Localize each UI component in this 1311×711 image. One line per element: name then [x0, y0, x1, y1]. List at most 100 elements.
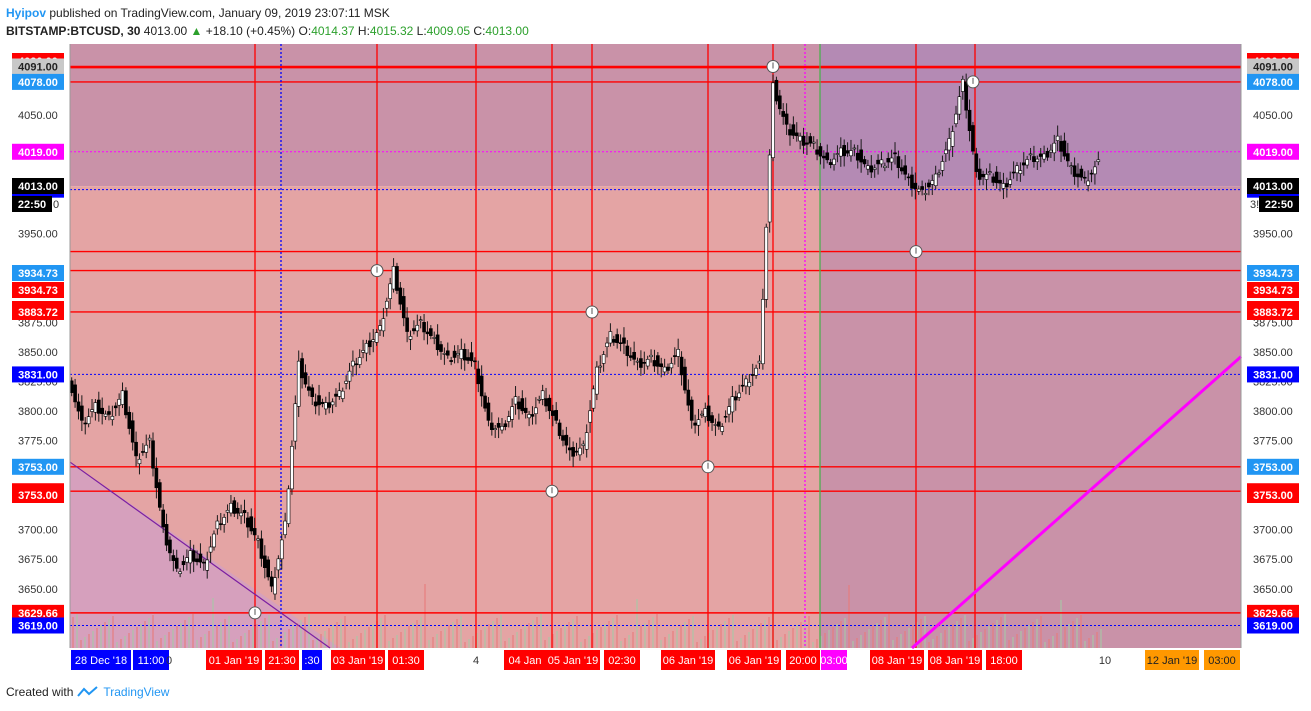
volume-bar — [724, 621, 726, 648]
volume-bar — [800, 622, 802, 648]
right-price-tag: 3753.00 — [1247, 487, 1299, 503]
volume-bar — [540, 614, 542, 648]
candle-body — [286, 488, 291, 524]
volume-bar — [636, 599, 638, 648]
candle-body — [649, 354, 653, 358]
high-label: H: — [357, 24, 370, 38]
close-value: 4013.00 — [485, 24, 529, 38]
volume-bar — [272, 641, 274, 648]
candle-body — [561, 435, 565, 441]
candle-body — [686, 389, 691, 406]
time-axis-label: 18:00 — [990, 655, 1018, 667]
right-price-tag: 4091.00 — [1247, 58, 1299, 75]
right-axis-tick: 3775.00 — [1253, 436, 1293, 448]
candle-body — [964, 81, 968, 111]
volume-bar — [744, 635, 746, 648]
volume-bar — [124, 636, 126, 648]
symbol-label: BITSTAMP:BTCUSD, 30 — [6, 24, 141, 38]
volume-bar — [440, 631, 442, 648]
right-stub-label: 3! — [1250, 199, 1259, 211]
right-price-tag: 3934.73 — [1247, 282, 1299, 298]
candle-body — [927, 182, 931, 188]
volume-bar — [664, 637, 666, 648]
right-axis-tick: 3675.00 — [1253, 554, 1293, 566]
volume-bar — [536, 617, 538, 648]
volume-bar — [728, 618, 730, 648]
candle-body — [202, 561, 206, 564]
volume-bar — [1092, 635, 1094, 648]
right-price-tag-bg — [1247, 617, 1299, 634]
candle-body — [351, 360, 355, 367]
volume-bar — [256, 624, 258, 648]
candle-body — [435, 334, 440, 351]
candle-body — [564, 434, 569, 446]
time-axis-label: 03 Jan '19 — [333, 655, 383, 667]
volume-bar — [72, 617, 74, 648]
candle-body — [1018, 170, 1023, 174]
candle-body — [950, 131, 955, 147]
ohlc-line: BITSTAMP:BTCUSD, 30 4013.00 ▲ +18.10 (+0… — [6, 22, 529, 40]
candle-body — [906, 176, 911, 179]
volume-bar — [416, 620, 418, 648]
candle-body — [723, 415, 728, 418]
candle-body — [307, 386, 311, 391]
candle-body — [574, 450, 579, 453]
volume-bar — [424, 584, 426, 648]
time-tag-bg — [727, 650, 781, 670]
volume-bar — [112, 616, 114, 648]
volume-bar — [860, 635, 862, 648]
volume-bar — [160, 638, 162, 648]
left-countdown-tag-bg — [12, 196, 52, 212]
time-axis-label: 10 — [1099, 655, 1111, 667]
time-axis-label: 28 Dec '18 — [75, 655, 127, 667]
candle-body — [96, 399, 101, 414]
left-axis-tick: 3700.00 — [18, 525, 58, 537]
candle-body — [171, 555, 176, 561]
volume-bar — [864, 632, 866, 648]
volume-bar — [248, 630, 250, 648]
candle-body — [1001, 183, 1006, 189]
left-axis-tick: 3850.00 — [18, 347, 58, 359]
volume-bar — [308, 614, 310, 648]
volume-bar — [544, 640, 546, 648]
volume-bar — [628, 635, 630, 648]
candle-body — [246, 517, 250, 528]
right-price-tag-text: 3619.00 — [1253, 620, 1293, 632]
volume-bar — [700, 639, 702, 648]
volume-bar — [748, 632, 750, 648]
candle-body — [960, 78, 965, 92]
candle-body — [425, 331, 430, 335]
volume-bar — [676, 628, 678, 648]
candle-body — [805, 142, 809, 145]
candle-body — [137, 458, 142, 465]
volume-bar — [908, 628, 910, 648]
candle-body — [1015, 165, 1019, 174]
time-tag-bg — [870, 650, 924, 670]
left-price-tag-text: 3619.00 — [18, 620, 58, 632]
background-zone — [820, 44, 1241, 187]
volume-bar — [336, 622, 338, 648]
candle-body — [483, 395, 487, 409]
time-axis-label: 06 Jan '19 — [729, 655, 779, 667]
candle-body — [273, 577, 277, 595]
volume-bar — [1072, 621, 1074, 648]
candle-body — [384, 300, 389, 309]
candle-body — [615, 334, 619, 343]
volume-bar — [380, 618, 382, 648]
volume-bar — [276, 638, 278, 648]
volume-bar — [284, 632, 286, 648]
candle-body — [937, 172, 941, 175]
tradingview-link[interactable]: TradingView — [103, 685, 170, 699]
volume-bar — [392, 638, 394, 648]
right-price-tag: 3934.73 — [1247, 265, 1299, 281]
open-value: 4014.37 — [311, 24, 355, 38]
author-name[interactable]: Hyipov — [6, 6, 47, 20]
volume-bar — [856, 638, 858, 648]
background-zone — [820, 186, 1241, 648]
volume-bar — [520, 629, 522, 648]
candle-body — [300, 358, 304, 379]
volume-bar — [616, 615, 618, 648]
volume-bar — [332, 625, 334, 648]
candle-body — [645, 359, 650, 367]
